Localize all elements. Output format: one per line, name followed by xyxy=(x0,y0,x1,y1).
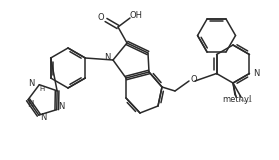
Text: O: O xyxy=(98,13,104,23)
Text: N: N xyxy=(28,79,34,88)
Text: OH: OH xyxy=(129,11,143,20)
Text: methyl: methyl xyxy=(222,96,252,104)
Text: H: H xyxy=(39,86,45,92)
Text: N: N xyxy=(59,102,65,111)
Text: O: O xyxy=(191,76,197,84)
Text: methyl: methyl xyxy=(240,99,246,101)
Text: methyl_label: methyl_label xyxy=(244,100,252,102)
Text: N: N xyxy=(27,100,33,109)
Text: N: N xyxy=(41,113,47,122)
Text: N: N xyxy=(253,69,260,78)
Text: N: N xyxy=(104,52,110,61)
Text: methyl: methyl xyxy=(239,98,244,100)
